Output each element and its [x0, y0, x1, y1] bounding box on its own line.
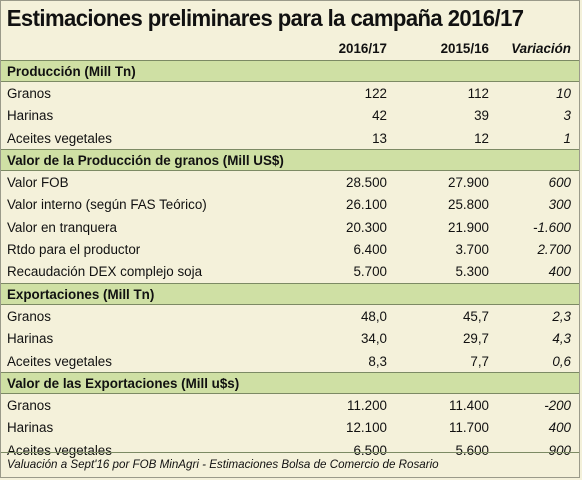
row-label: Recaudación DEX complejo soja [7, 264, 203, 280]
table-row: Aceites vegetales 6.500 5.600 900 [1, 439, 579, 461]
cell-variacion: 1 [563, 130, 571, 146]
cell-variacion: 2.700 [537, 242, 571, 258]
cell-variacion: 400 [548, 264, 571, 280]
column-header-row: 2016/17 2015/16 Variación [1, 36, 579, 60]
section-header: Valor de la Producción de granos (Mill U… [1, 149, 579, 172]
table-row: Granos 122 112 10 [1, 82, 579, 104]
cell-2016-17: 20.300 [346, 219, 387, 235]
table-row: Recaudación DEX complejo soja 5.700 5.300 4… [1, 261, 579, 283]
cell-2016-17: 34,0 [360, 331, 387, 347]
table-body: Producción (Mill Tn) Granos 122 112 10 Harina… [1, 60, 579, 461]
cell-variacion: 300 [548, 197, 571, 213]
row-label: Aceites vegetales [7, 442, 112, 458]
cell-variacion: 900 [548, 442, 571, 458]
cell-2016-17: 8,3 [368, 353, 387, 369]
cell-2016-17: 12.100 [346, 420, 387, 436]
row-label: Rtdo para el productor [7, 242, 141, 258]
cell-2015-16: 11.700 [449, 420, 489, 436]
cell-variacion: 2,3 [552, 308, 571, 324]
cell-2015-16: 21.900 [448, 219, 489, 235]
table-row: Granos 11.200 11.400 -200 [1, 394, 579, 416]
row-label: Harinas [7, 331, 54, 347]
row-label: Valor FOB [7, 175, 69, 191]
cell-variacion: -1.600 [533, 219, 571, 235]
table-row: Aceites vegetales 13 12 1 [1, 127, 579, 149]
cell-2016-17: 26.100 [346, 197, 387, 213]
cell-2015-16: 39 [474, 108, 489, 124]
cell-variacion: 600 [548, 175, 571, 191]
section-header: Exportaciones (Mill Tn) [1, 282, 579, 306]
section-header-label: Valor de la Producción de granos (Mill U… [7, 152, 284, 168]
table-row: Rtdo para el productor 6.400 3.700 2.700 [1, 238, 579, 260]
cell-2016-17: 48,0 [360, 308, 387, 324]
cell-2016-17: 6.500 [353, 442, 387, 458]
cell-2016-17: 28.500 [346, 175, 387, 191]
row-label: Aceites vegetales [7, 130, 112, 146]
table-row: Granos 48,0 45,7 2,3 [1, 305, 579, 327]
section-header-label: Producción (Mill Tn) [7, 63, 136, 79]
column-header-2015-16: 2015/16 [440, 40, 489, 56]
cell-2015-16: 12 [474, 130, 489, 146]
row-label: Harinas [7, 420, 54, 436]
cell-2016-17: 13 [372, 130, 387, 146]
cell-2015-16: 3.700 [455, 242, 489, 258]
cell-variacion: 4,3 [552, 331, 571, 347]
section-header: Producción (Mill Tn) [1, 60, 579, 83]
table-row: Valor en tranquera 20.300 21.900 -1.600 [1, 216, 579, 238]
cell-2015-16: 5.600 [455, 442, 489, 458]
cell-variacion: -200 [544, 398, 571, 414]
cell-2016-17: 11.200 [347, 398, 387, 414]
row-label: Valor interno (según FAS Teórico) [7, 197, 207, 213]
section-header-label: Exportaciones (Mill Tn) [7, 286, 155, 302]
cell-variacion: 400 [548, 420, 571, 436]
section-header: Valor de las Exportaciones (Mill u$s) [1, 372, 579, 395]
cell-2015-16: 25.800 [448, 197, 489, 213]
cell-2015-16: 29,7 [462, 331, 489, 347]
cell-2015-16: 112 [467, 85, 489, 101]
row-label: Granos [7, 85, 51, 101]
cell-2015-16: 45,7 [462, 308, 489, 324]
table-row: Harinas 42 39 3 [1, 105, 579, 127]
cell-variacion: 0,6 [552, 353, 571, 369]
cell-2015-16: 7,7 [470, 353, 489, 369]
table-title: Estimaciones preliminares para la campañ… [6, 5, 524, 31]
row-label: Harinas [7, 108, 54, 124]
table-row: Harinas 34,0 29,7 4,3 [1, 328, 579, 350]
table-row: Harinas 12.100 11.700 400 [1, 417, 579, 439]
source-footnote: Valuación a Sept'16 por FOB MinAgri - Es… [1, 452, 579, 477]
table-row: Valor interno (según FAS Teórico) 26.100 2… [1, 194, 579, 216]
table-row: Valor FOB 28.500 27.900 600 [1, 171, 579, 193]
row-label: Granos [7, 308, 51, 324]
cell-2016-17: 42 [372, 108, 387, 124]
column-header-2016-17: 2016/17 [338, 40, 387, 56]
cell-2015-16: 5.300 [455, 264, 489, 280]
cell-2016-17: 6.400 [353, 242, 387, 258]
table-row: Aceites vegetales 8,3 7,7 0,6 [1, 350, 579, 372]
section-header-label: Valor de las Exportaciones (Mill u$s) [7, 375, 240, 391]
cell-2015-16: 11.400 [449, 398, 489, 414]
cell-2016-17: 122 [364, 85, 387, 101]
cell-2016-17: 5.700 [353, 264, 387, 280]
cell-variacion: 10 [556, 85, 571, 101]
cell-2015-16: 27.900 [448, 175, 489, 191]
cell-variacion: 3 [563, 108, 571, 124]
column-header-variacion: Variación [511, 40, 571, 56]
row-label: Aceites vegetales [7, 353, 112, 369]
row-label: Granos [7, 398, 51, 414]
row-label: Valor en tranquera [7, 219, 117, 235]
